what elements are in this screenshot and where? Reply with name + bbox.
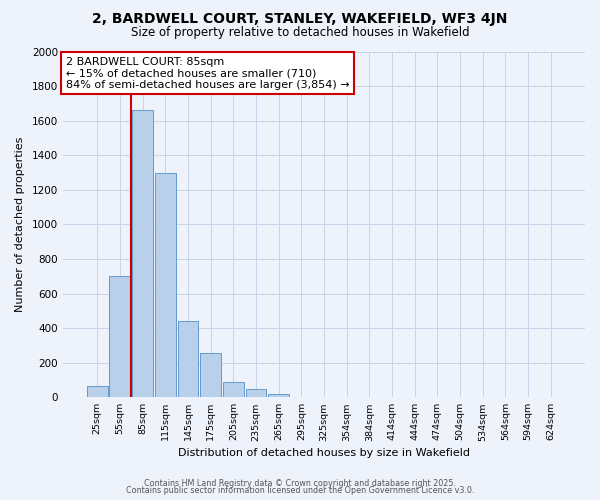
Bar — [132, 110, 153, 398]
Bar — [87, 386, 107, 398]
Bar — [268, 394, 289, 398]
Text: 2 BARDWELL COURT: 85sqm
← 15% of detached houses are smaller (710)
84% of semi-d: 2 BARDWELL COURT: 85sqm ← 15% of detache… — [65, 56, 349, 90]
Text: Contains HM Land Registry data © Crown copyright and database right 2025.: Contains HM Land Registry data © Crown c… — [144, 478, 456, 488]
Text: Size of property relative to detached houses in Wakefield: Size of property relative to detached ho… — [131, 26, 469, 39]
Bar — [223, 382, 244, 398]
Text: 2, BARDWELL COURT, STANLEY, WAKEFIELD, WF3 4JN: 2, BARDWELL COURT, STANLEY, WAKEFIELD, W… — [92, 12, 508, 26]
X-axis label: Distribution of detached houses by size in Wakefield: Distribution of detached houses by size … — [178, 448, 470, 458]
Bar — [178, 321, 199, 398]
Y-axis label: Number of detached properties: Number of detached properties — [15, 136, 25, 312]
Bar — [155, 172, 176, 398]
Bar — [200, 353, 221, 398]
Bar — [109, 276, 130, 398]
Text: Contains public sector information licensed under the Open Government Licence v3: Contains public sector information licen… — [126, 486, 474, 495]
Bar — [245, 388, 266, 398]
